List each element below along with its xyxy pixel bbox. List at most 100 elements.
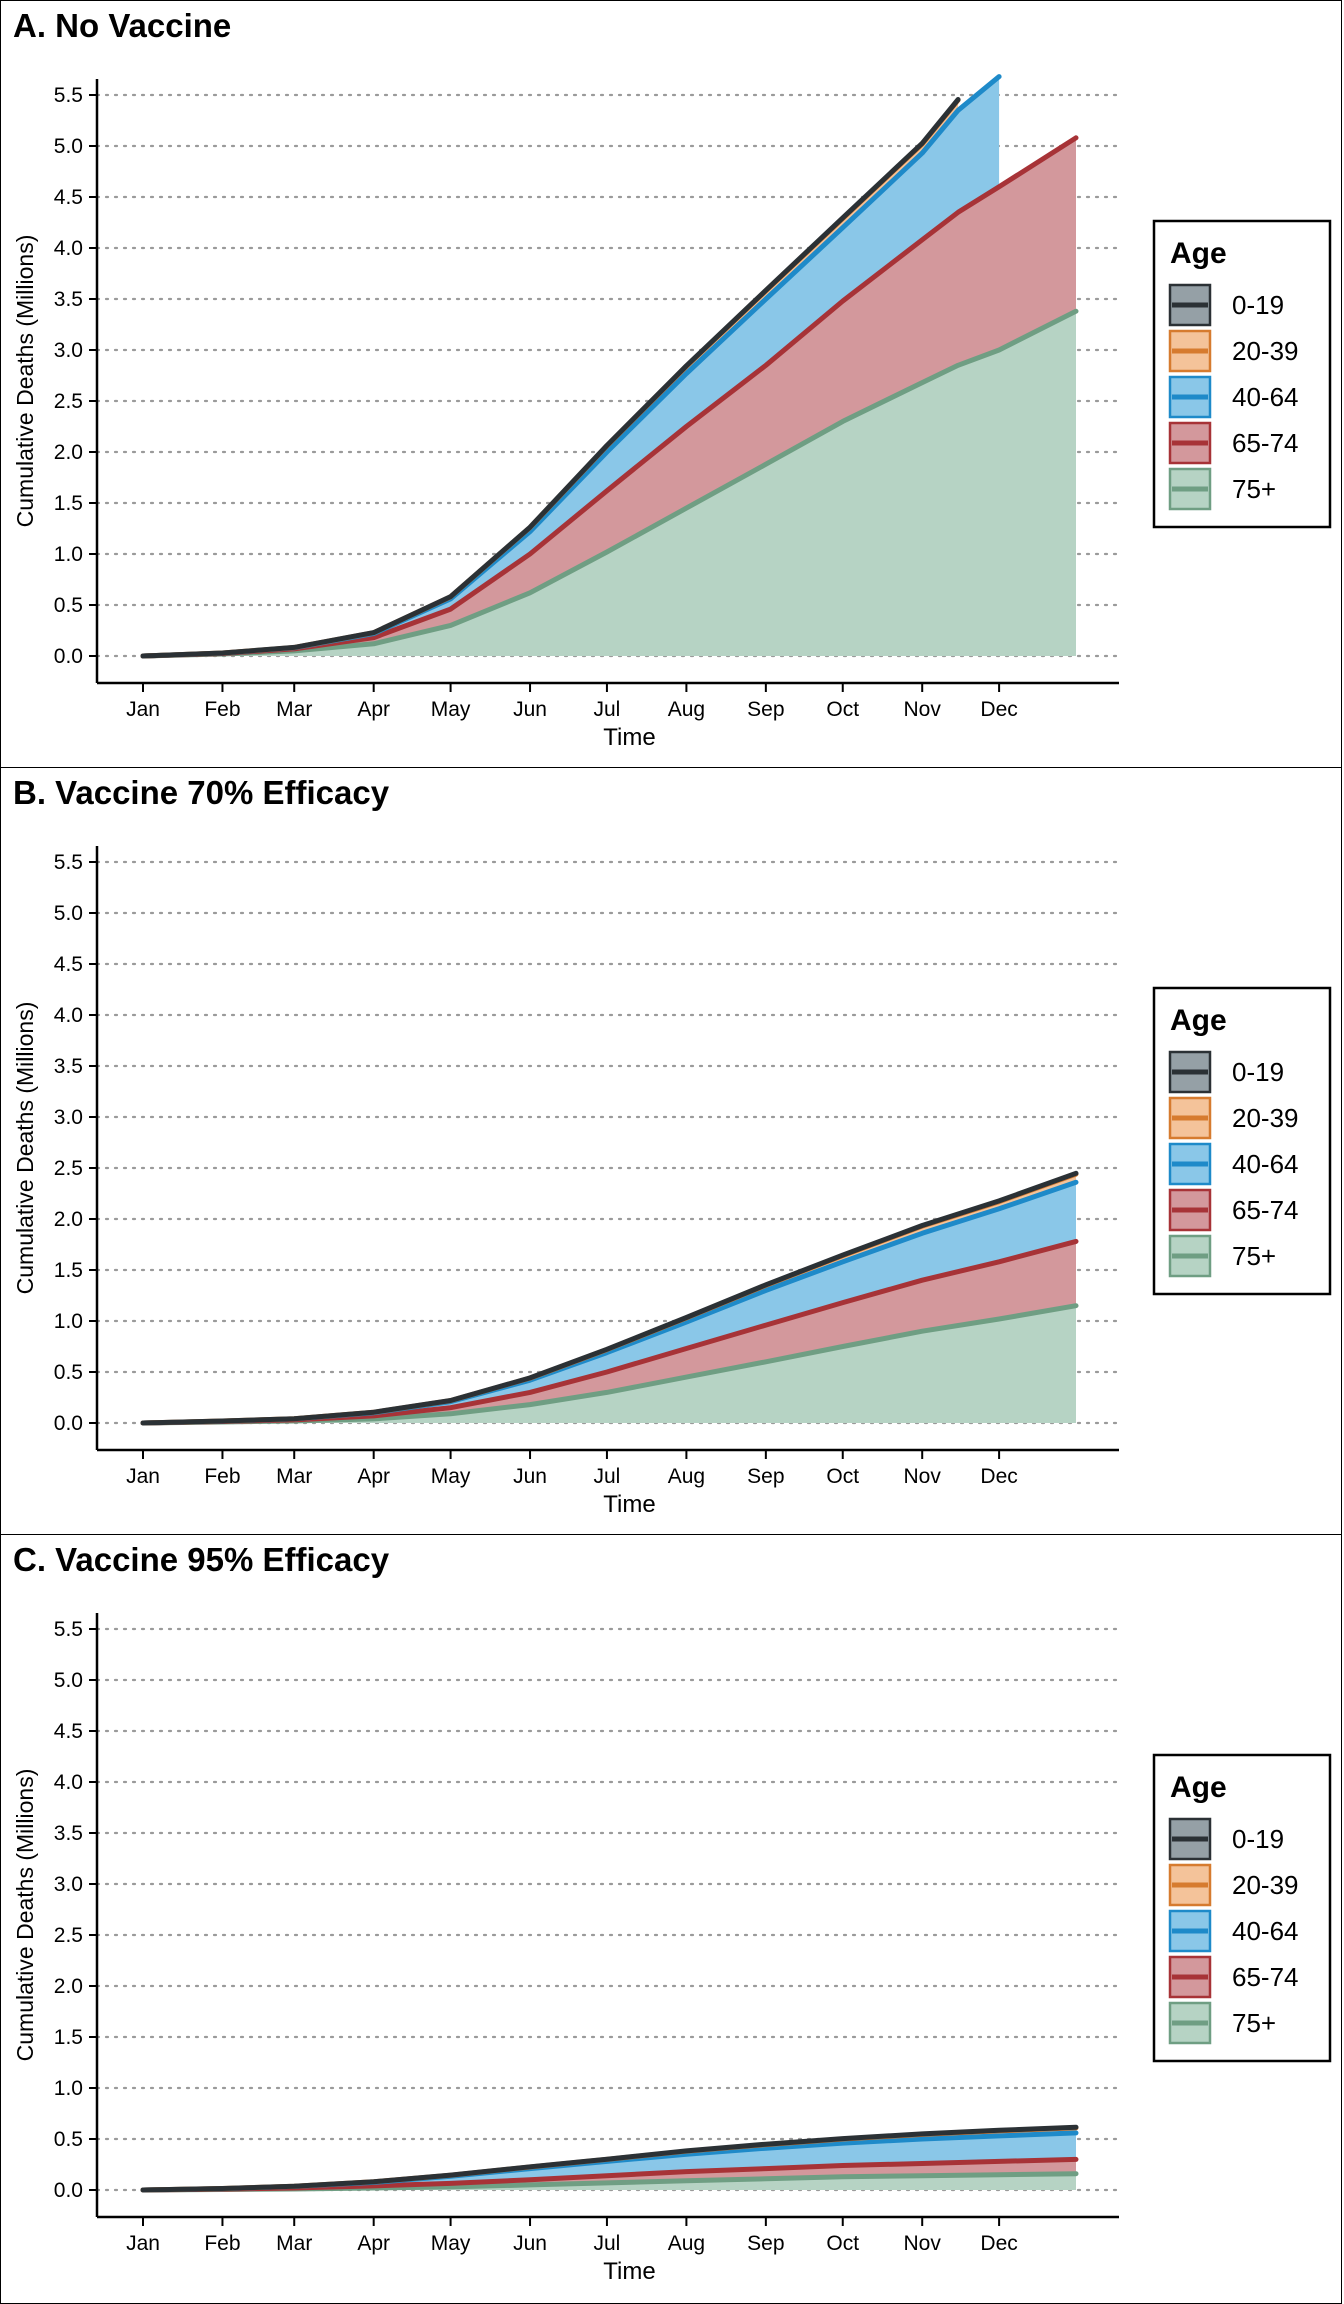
x-tick-label: Sep xyxy=(747,1465,784,1488)
legend-entry-65-74: 65-74 xyxy=(1168,421,1299,465)
series-lines xyxy=(140,1170,1079,1426)
panel-title: A. No Vaccine xyxy=(13,7,232,44)
legend-label: 0-19 xyxy=(1232,1824,1284,1854)
y-tick-label: 3.5 xyxy=(54,288,83,311)
x-axis-label: Time xyxy=(603,724,655,751)
chart-vaccine-70: 0.0 0.5 1.0 1.5 2.0 2.5 3.0 3.5 4.0 4.5 5.0 5.5 Jan F… xyxy=(12,846,1332,1518)
legend-label: 40-64 xyxy=(1232,1149,1299,1179)
x-axis-label: Time xyxy=(603,1491,655,1518)
legend-label: 20-39 xyxy=(1232,336,1299,366)
y-tick-label: 4.5 xyxy=(54,1720,83,1743)
x-tick-label: Feb xyxy=(204,1465,240,1488)
legend-entry-75: 75+ xyxy=(1168,467,1276,511)
legend-label: 0-19 xyxy=(1232,1057,1284,1087)
legend-label: 65-74 xyxy=(1232,1195,1299,1225)
y-tick-label: 2.5 xyxy=(54,1157,83,1180)
x-tick-label: Mar xyxy=(276,1465,312,1488)
y-tick-label: 5.0 xyxy=(54,1669,83,1692)
x-tick-label: Apr xyxy=(357,1465,390,1488)
y-tick-label: 2.5 xyxy=(54,1924,83,1947)
y-tick-label: 4.5 xyxy=(54,953,83,976)
y-tick-label: 4.0 xyxy=(54,1771,83,1794)
y-tick-label: 0.0 xyxy=(54,2179,83,2202)
y-tick-label: 3.5 xyxy=(54,1822,83,1845)
y-tick-label: 0.0 xyxy=(54,645,83,668)
panel-title: B. Vaccine 70% Efficacy xyxy=(13,774,390,811)
y-tick-label: 4.0 xyxy=(54,1004,83,1027)
line-0-19 xyxy=(140,2124,1079,2193)
y-tick-label: 3.0 xyxy=(54,1873,83,1896)
y-tick-label: 2.5 xyxy=(54,390,83,413)
gridlines xyxy=(95,1627,1121,2192)
line-0-19 xyxy=(140,1170,1079,1426)
x-tick-label: Jun xyxy=(513,2232,547,2255)
legend-entry-0-19: 0-19 xyxy=(1168,1050,1284,1094)
y-tick-label: 3.0 xyxy=(54,339,83,362)
legend-label: 20-39 xyxy=(1232,1103,1299,1133)
legend-label: 0-19 xyxy=(1232,290,1284,320)
legend-entry-40-64: 40-64 xyxy=(1168,1909,1299,1953)
y-tick-label: 1.5 xyxy=(54,492,83,515)
x-axis-label: Time xyxy=(603,2258,655,2285)
legend-title: Age xyxy=(1170,237,1227,270)
y-tick-label: 5.5 xyxy=(54,851,83,874)
legend-label: 75+ xyxy=(1232,2008,1276,2038)
legend-title: Age xyxy=(1170,1004,1227,1037)
y-tick-label: 2.0 xyxy=(54,1208,83,1231)
y-tick-label: 2.0 xyxy=(54,1975,83,1998)
legend-entry-65-74: 65-74 xyxy=(1168,1955,1299,1999)
legend-entry-20-39: 20-39 xyxy=(1168,1863,1299,1907)
x-tick-label: Jul xyxy=(594,698,621,721)
x-tick-label: Apr xyxy=(357,698,390,721)
series-lines xyxy=(140,74,1079,659)
y-tick-label: 5.5 xyxy=(54,84,83,107)
y-tick-label: 1.0 xyxy=(54,1310,83,1333)
series-lines xyxy=(140,2124,1079,2193)
legend-label: 40-64 xyxy=(1232,382,1299,412)
y-tick-label: 3.0 xyxy=(54,1106,83,1129)
y-tick-label: 3.5 xyxy=(54,1055,83,1078)
line-0-19 xyxy=(140,97,961,659)
legend-entry-40-64: 40-64 xyxy=(1168,375,1299,419)
x-tick-label: Nov xyxy=(904,1465,942,1488)
x-tick-label: Jan xyxy=(126,2232,160,2255)
panel-vaccine-70: B. Vaccine 70% Efficacy 0.0 0.5 1.0 1.5 2.0 2… xyxy=(0,767,1342,1535)
x-tick-label: Aug xyxy=(668,1465,705,1488)
x-tick-label: Oct xyxy=(826,1465,859,1488)
x-tick-label: Dec xyxy=(980,1465,1017,1488)
y-tick-label: 5.0 xyxy=(54,902,83,925)
area-65-74 xyxy=(143,1241,1076,1423)
legend-entry-65-74: 65-74 xyxy=(1168,1188,1299,1232)
x-tick-label: May xyxy=(431,2232,471,2255)
area-layers xyxy=(143,1173,1076,1423)
x-tick-label: Sep xyxy=(747,698,784,721)
x-tick-label: May xyxy=(431,1465,471,1488)
y-tick-label: 0.5 xyxy=(54,1361,83,1384)
legend-entry-0-19: 0-19 xyxy=(1168,1817,1284,1861)
legend-entry-75: 75+ xyxy=(1168,2001,1276,2045)
x-tick-label: Nov xyxy=(904,2232,942,2255)
y-axis-label: Cumulative Deaths (Millions) xyxy=(12,1769,38,2062)
y-tick-label: 5.5 xyxy=(54,1618,83,1641)
x-tick-label: Jul xyxy=(594,1465,621,1488)
y-axis-label: Cumulative Deaths (Millions) xyxy=(12,1002,38,1295)
y-tick-label: 0.5 xyxy=(54,2128,83,2151)
legend-label: 75+ xyxy=(1232,1241,1276,1271)
y-tick-label: 1.5 xyxy=(54,1259,83,1282)
x-tick-label: Feb xyxy=(204,2232,240,2255)
x-tick-label: Aug xyxy=(668,2232,705,2255)
chart-vaccine-95: 0.0 0.5 1.0 1.5 2.0 2.5 3.0 3.5 4.0 4.5 5.0 5.5 Jan F… xyxy=(12,1613,1332,2285)
x-tick-label: Nov xyxy=(904,698,942,721)
y-tick-label: 4.5 xyxy=(54,186,83,209)
y-tick-label: 2.0 xyxy=(54,441,83,464)
x-tick-label: Jun xyxy=(513,698,547,721)
legend-entry-0-19: 0-19 xyxy=(1168,283,1284,327)
x-tick-label: Feb xyxy=(204,698,240,721)
x-tick-label: Jul xyxy=(594,2232,621,2255)
x-tick-label: Sep xyxy=(747,2232,784,2255)
x-tick-label: Dec xyxy=(980,698,1017,721)
